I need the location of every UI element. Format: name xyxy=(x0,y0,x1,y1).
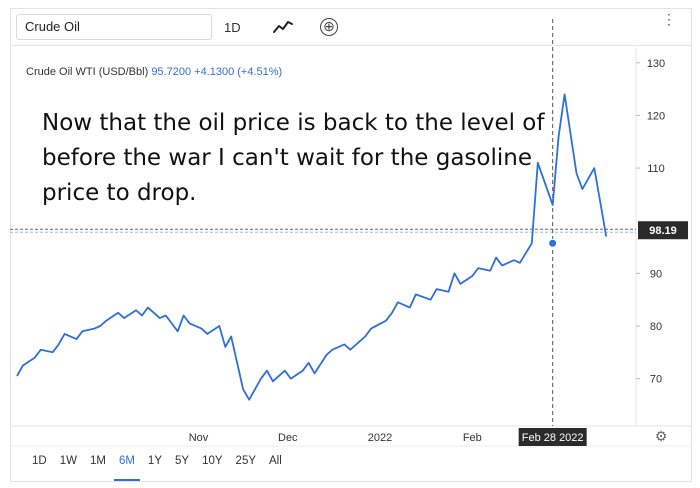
y-tick-label-3: 110 xyxy=(647,163,665,175)
y-tick-label-4: 120 xyxy=(647,110,665,122)
line-chart-icon[interactable] xyxy=(272,18,294,36)
range-button-25y[interactable]: 25Y xyxy=(235,455,257,467)
range-button-6m[interactable]: 6M xyxy=(113,452,141,481)
time-range-selector: 1D 1W 1M 6M 1Y 5Y 10Y 25Y All xyxy=(26,452,289,481)
range-button-1y[interactable]: 1Y xyxy=(147,455,162,467)
x-tick-label-2: 2022 xyxy=(368,432,392,444)
x-tick-label-1: Dec xyxy=(278,432,298,444)
gear-icon[interactable]: ⚙ xyxy=(655,429,668,445)
series-legend: Crude Oil WTI (USD/Bbl) 95.7200 +4.1300 … xyxy=(26,66,282,78)
range-button-1d[interactable]: 1D xyxy=(32,455,47,467)
highlight-point xyxy=(548,238,558,248)
y-tick-label-2: 90 xyxy=(650,268,662,280)
chart-widget-frame xyxy=(10,8,692,482)
current-price-label: 98.19 xyxy=(649,225,677,237)
range-button-all[interactable]: All xyxy=(269,455,282,467)
range-button-10y[interactable]: 10Y xyxy=(202,455,223,467)
x-tick-label-3: Feb xyxy=(463,432,482,444)
y-tick-label-0: 70 xyxy=(650,374,662,386)
x-tick-label-0: Nov xyxy=(189,432,209,444)
series-price: 95.7200 xyxy=(151,66,192,78)
crosshair-date-label: Feb 28 2022 xyxy=(522,432,584,444)
series-change: +4.1300 (+4.51%) xyxy=(194,66,283,78)
y-tick-label-5: 130 xyxy=(647,58,665,70)
range-button-5y[interactable]: 5Y xyxy=(175,455,190,467)
plus-circle-icon[interactable]: ⊕ xyxy=(320,18,338,36)
y-tick-label-1: 80 xyxy=(650,321,662,333)
crosshair-date-tag xyxy=(518,428,587,446)
current-price-tag xyxy=(638,221,688,240)
annotation-text: Now that the oil price is back to the le… xyxy=(42,110,545,206)
range-button-1m[interactable]: 1M xyxy=(89,455,106,467)
interval-selector[interactable]: 1D xyxy=(224,20,241,35)
symbol-search-input[interactable]: Crude Oil xyxy=(16,14,212,40)
price-series-line xyxy=(16,93,608,401)
chart-toolbar: Crude Oil 1D ⊕ ⋮ xyxy=(10,8,692,46)
series-name: Crude Oil WTI (USD/Bbl) xyxy=(26,66,149,78)
range-button-1w[interactable]: 1W xyxy=(59,455,77,467)
